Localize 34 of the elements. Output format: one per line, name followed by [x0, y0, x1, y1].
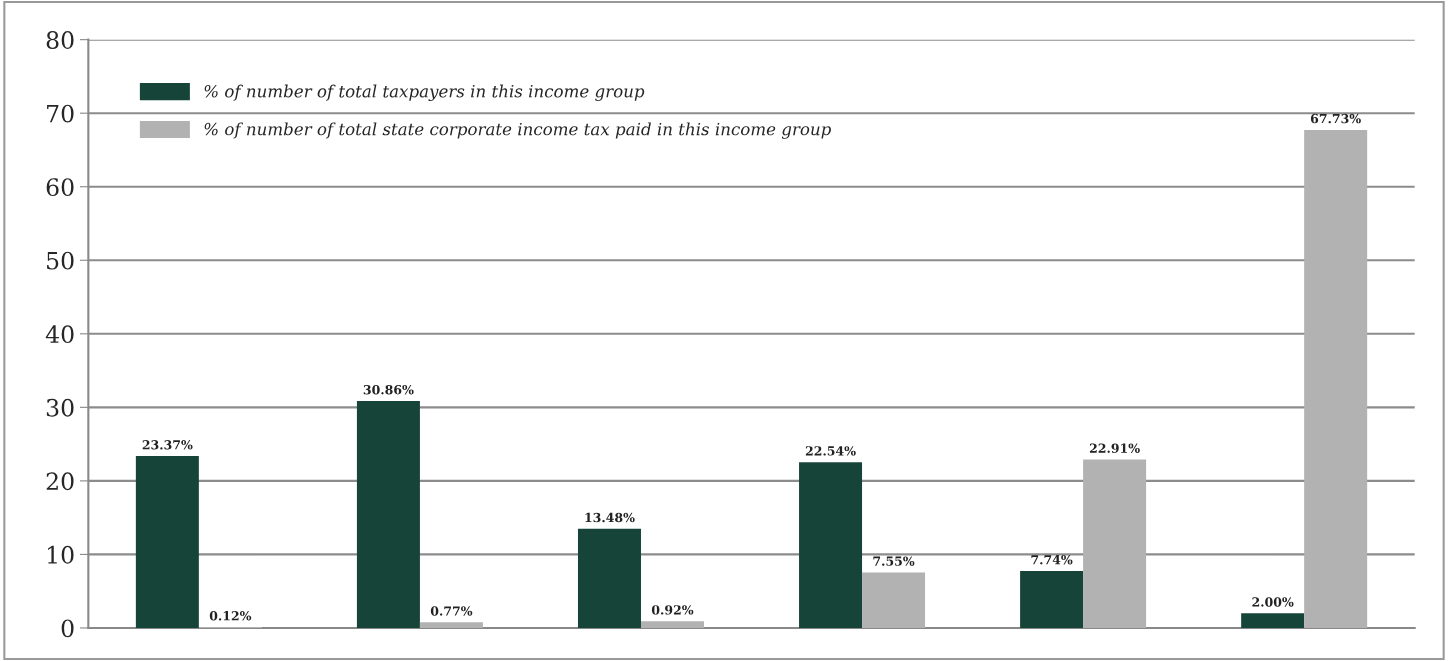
bar — [1304, 129, 1368, 628]
data-label: 13.48% — [585, 512, 635, 523]
data-label: 67.73% — [1310, 113, 1361, 124]
data-label: 23.37% — [142, 440, 193, 450]
bar — [1241, 613, 1305, 628]
bar — [135, 456, 199, 628]
data-label: 0.92% — [651, 605, 694, 615]
y-tick-label: 50 — [47, 251, 74, 270]
bar — [862, 572, 926, 628]
y-tick-label: 30 — [46, 398, 74, 417]
y-tick-label: 60 — [46, 178, 74, 197]
y-tick-label: 10 — [47, 545, 74, 564]
data-label: 30.86% — [363, 384, 414, 395]
y-tick-label: 0 — [61, 619, 74, 638]
data-label: 7.55% — [873, 556, 915, 566]
bar — [356, 401, 420, 628]
data-label: 22.54% — [805, 446, 856, 456]
data-label: 7.74% — [1031, 554, 1073, 565]
legend-label: % of number of total state corporate income tax paid in this income group — [204, 122, 831, 139]
data-label: 0.12% — [209, 611, 252, 621]
bar — [419, 622, 483, 628]
y-tick-label: 20 — [46, 472, 74, 491]
y-tick-label: 40 — [45, 325, 74, 344]
y-tick-label: 70 — [47, 104, 74, 123]
data-label: 22.91% — [1089, 443, 1140, 453]
bar — [1020, 571, 1084, 628]
bar — [577, 528, 641, 628]
bar — [799, 462, 863, 628]
legend-label: % of number of total taxpayers in this income group — [204, 84, 645, 101]
data-label: 0.77% — [430, 606, 473, 616]
bar — [1083, 459, 1147, 628]
bar — [640, 621, 704, 628]
data-label: 2.00% — [1252, 597, 1294, 607]
y-tick-label: 80 — [46, 31, 74, 49]
